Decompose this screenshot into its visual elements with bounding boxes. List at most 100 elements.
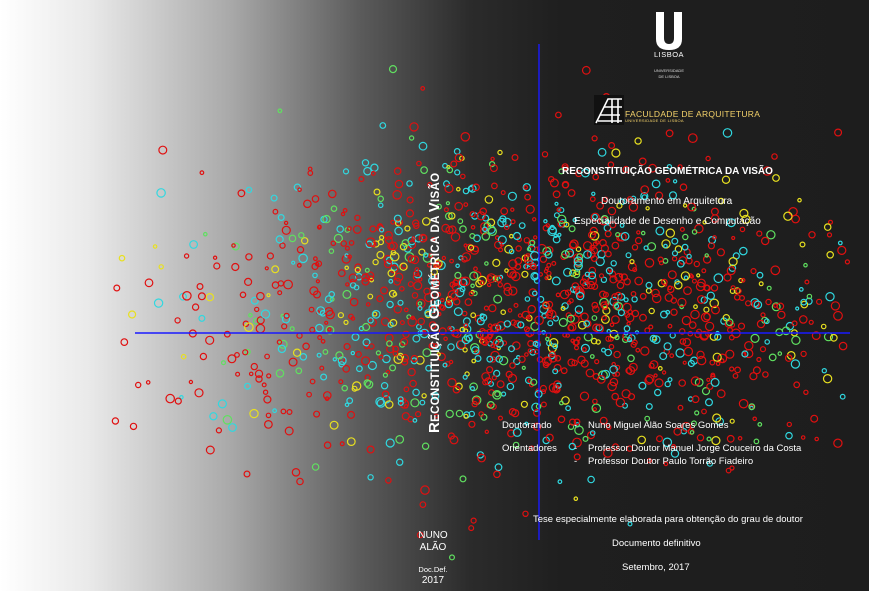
scatter-ring [511,409,520,418]
scatter-ring [591,315,598,321]
scatter-ring [354,263,362,272]
scatter-ring [608,343,615,350]
scatter-ring [574,310,582,318]
scatter-ring [614,272,624,282]
scatter-ring [298,253,308,264]
scatter-ring [627,262,637,272]
scatter-ring [839,393,846,400]
scatter-ring [338,379,344,385]
scatter-ring [768,353,777,362]
scatter-ring [834,128,843,137]
scatter-ring [701,387,711,396]
scatter-ring [581,65,591,75]
scatter-ring [394,179,404,189]
scatter-ring [690,309,700,320]
scatter-ring [381,390,390,399]
scatter-ring [401,412,410,421]
scatter-ring [777,351,783,356]
scatter-ring [589,231,600,241]
scatter-ring [772,174,780,182]
scatter-ring [501,391,507,397]
scatter-ring [587,475,595,484]
scatter-ring [688,321,697,330]
scatter-ring [639,292,647,300]
scatter-ring [577,355,586,364]
scatter-ring [388,64,398,74]
scatter-ring [456,339,467,350]
scatter-ring [785,431,793,440]
scatter-ring [795,306,800,311]
scatter-ring [756,319,766,329]
scatter-ring [609,377,619,387]
scatter-ring [557,479,563,485]
scatter-ring [277,214,285,222]
scatter-ring [313,410,321,418]
scatter-ring [551,276,561,286]
scatter-ring [712,235,717,240]
scatter-ring [663,461,669,467]
scatter-ring [609,221,617,229]
scatter-ring [296,263,302,268]
scatter-ring [486,366,494,374]
scatter-ring [638,157,647,166]
scatter-ring [689,430,695,435]
scatter-ring [705,331,711,338]
scatter-ring [591,135,598,142]
scatter-ring [627,354,635,363]
scatter-ring [833,438,843,448]
scatter-ring [463,323,469,328]
scatter-ring [771,302,781,312]
scatter-ring [481,372,491,381]
scatter-ring [270,194,278,202]
scatter-ring [433,343,438,348]
scatter-ring [741,214,751,224]
scatter-ring [313,290,322,299]
scatter-ring [671,444,676,449]
scatter-ring [559,289,570,300]
scatter-ring [152,244,158,249]
scatter-ring [256,316,265,325]
scatter-ring [655,226,665,236]
scatter-ring [324,295,333,304]
scatter-ring [715,361,721,367]
scatter-ring [678,379,687,387]
scatter-ring [404,225,411,232]
scatter-ring [691,229,698,235]
scatter-ring [460,276,471,287]
scatter-ring [671,256,678,262]
scatter-ring [342,289,352,299]
scatter-ring [491,375,497,381]
scatter-ring [297,187,302,193]
scatter-ring [548,382,559,393]
scatter-ring [826,232,833,238]
scatter-ring [705,155,711,162]
scatter-ring [524,296,531,302]
scatter-ring [459,326,466,333]
scatter-ring [601,315,607,321]
orientadores-label: Orientadores [502,443,557,454]
scatter-ring [582,280,591,290]
scatter-ring [815,298,823,305]
scatter-ring [719,358,725,364]
scatter-ring [645,374,655,384]
scatter-ring [762,166,773,176]
scatter-ring [492,389,502,400]
scatter-ring [781,326,791,336]
scatter-ring [591,301,599,309]
scatter-ring [510,219,516,225]
scatter-ring [459,475,467,483]
scatter-ring [739,208,749,218]
scatter-ring [571,282,580,291]
scatter-ring [512,427,522,437]
scatter-ring [291,260,296,265]
scatter-ring [576,336,581,342]
scatter-ring [663,342,672,351]
scatter-ring [572,437,582,448]
scatter-ring [430,268,438,276]
scatter-ring [430,273,437,280]
scatter-ring [524,193,531,201]
scatter-ring [404,404,409,409]
scatter-ring [497,217,507,228]
scatter-ring [372,311,378,317]
scatter-ring [449,258,455,264]
